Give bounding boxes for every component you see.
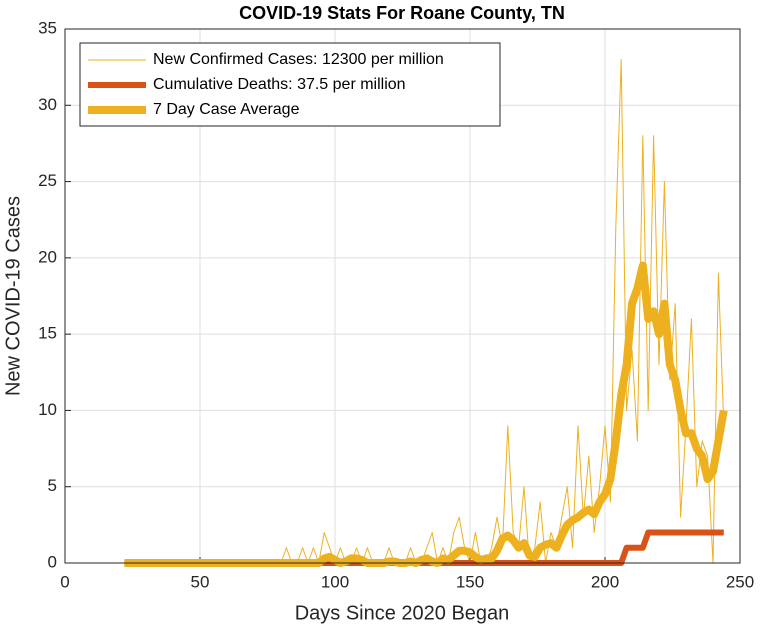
y-tick-label: 10: [38, 400, 57, 419]
legend-label: New Confirmed Cases: 12300 per million: [153, 51, 444, 68]
x-tick-label: 200: [591, 572, 619, 591]
x-tick-label: 250: [726, 572, 754, 591]
chart-title: COVID-19 Stats For Roane County, TN: [239, 3, 565, 23]
legend-label: Cumulative Deaths: 37.5 per million: [153, 76, 406, 93]
y-axis-label: New COVID-19 Cases: [2, 196, 24, 396]
y-tick-label: 15: [38, 324, 57, 343]
x-tick-label: 150: [456, 572, 484, 591]
y-tick-label: 20: [38, 247, 57, 266]
legend: New Confirmed Cases: 12300 per million Cu…: [79, 42, 501, 127]
legend-label: 7 Day Case Average: [153, 101, 300, 118]
y-tick-label: 0: [48, 552, 57, 571]
legend-box: [79, 42, 501, 127]
y-tick-label: 25: [38, 171, 57, 190]
x-axis-label: Days Since 2020 Began: [295, 602, 510, 624]
y-tick-label: 30: [38, 95, 57, 114]
y-tick-label: 5: [48, 476, 57, 495]
x-tick-label: 0: [60, 572, 69, 591]
x-tick-label: 100: [321, 572, 349, 591]
axes-box: [64, 28, 741, 564]
y-tick-label: 35: [38, 18, 57, 37]
x-tick-label: 50: [191, 572, 210, 591]
